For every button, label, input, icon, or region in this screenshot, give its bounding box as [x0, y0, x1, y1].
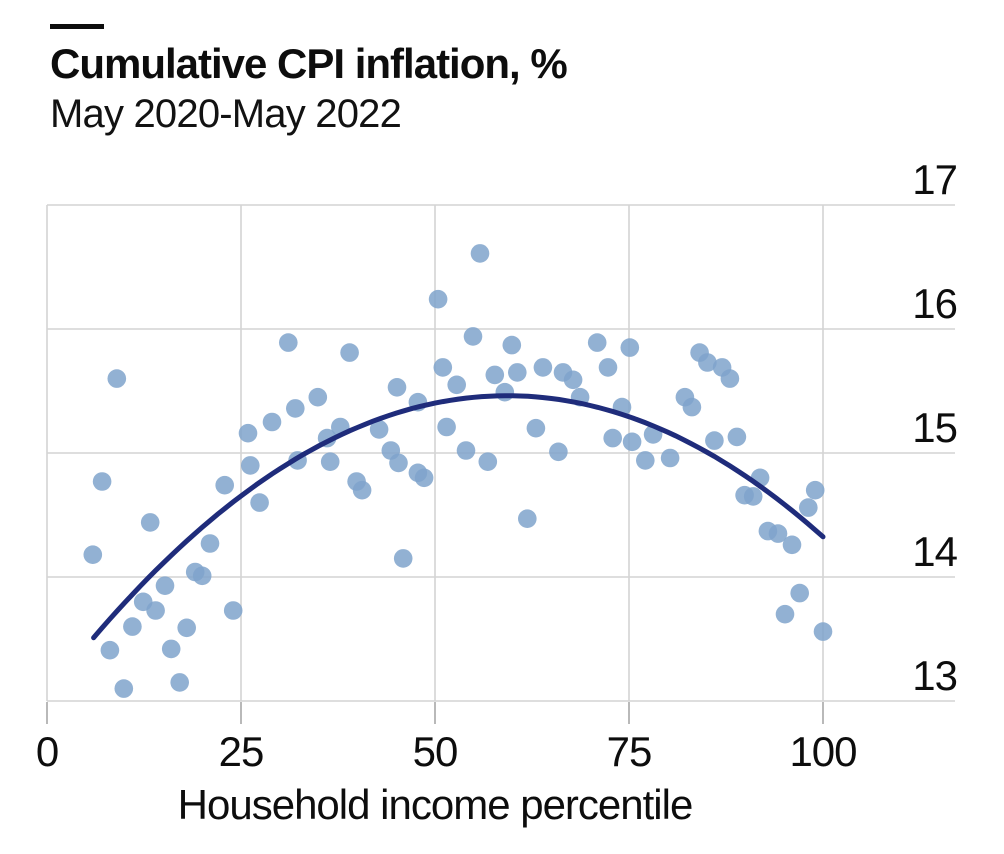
scatter-point — [352, 480, 372, 500]
scatter-point — [389, 453, 408, 473]
scatter-point — [636, 451, 655, 470]
scatter-point — [107, 369, 127, 388]
x-tick-label: 25 — [219, 728, 264, 775]
scatter-point — [768, 524, 788, 543]
scatter-point — [83, 545, 103, 564]
y-tick-label: 15 — [912, 404, 957, 451]
scatter-point — [478, 452, 498, 472]
scatter-point — [598, 358, 618, 377]
scatter-point — [805, 480, 825, 500]
x-tick-label: 50 — [413, 728, 458, 775]
trend-curve — [91, 393, 826, 641]
scatter-point — [775, 604, 795, 624]
scatter-point — [223, 601, 243, 620]
scatter-point — [463, 327, 483, 346]
scatter-point — [92, 472, 112, 491]
scatter-point — [238, 423, 258, 443]
scatter-point — [161, 639, 181, 659]
scatter-point — [705, 431, 724, 450]
scatter-point — [799, 498, 818, 517]
scatter-point — [660, 448, 680, 468]
x-tick-label: 75 — [607, 728, 652, 775]
scatter-point — [215, 475, 234, 495]
scatter-point — [433, 358, 453, 377]
scatter-point — [790, 583, 809, 603]
scatter-point — [100, 640, 120, 660]
scatter-point — [340, 343, 359, 362]
scatter-point — [393, 549, 413, 568]
scatter-point — [114, 679, 134, 698]
scatter-point — [387, 378, 407, 397]
scatter-point — [146, 601, 165, 620]
scatter-point — [177, 618, 196, 638]
scatter-point — [286, 399, 305, 418]
brand-bar — [50, 24, 104, 29]
scatter-point — [155, 576, 175, 595]
scatter-point — [743, 487, 763, 506]
scatter-point — [587, 333, 607, 352]
scatter-point — [414, 468, 434, 488]
y-tick-label: 17 — [912, 156, 957, 203]
scatter-point — [470, 244, 490, 263]
scatter-point — [123, 617, 142, 636]
scatter-point — [140, 513, 160, 532]
scatter-point — [620, 338, 640, 357]
scatter-point — [250, 493, 269, 512]
scatter-point — [308, 387, 328, 407]
scatter-point — [603, 428, 622, 448]
chart-subtitle: May 2020-May 2022 — [50, 92, 402, 136]
scatter-point — [456, 441, 476, 460]
scatter-point — [495, 382, 515, 402]
scatter-point — [200, 534, 220, 553]
scatter-point — [502, 335, 522, 355]
scatter-point — [533, 358, 553, 377]
scatter-point — [782, 535, 802, 555]
x-tick-label: 100 — [789, 728, 856, 775]
scatter-point — [241, 456, 260, 475]
scatter-point — [549, 442, 568, 462]
y-tick-label: 16 — [912, 280, 957, 327]
scatter-point — [727, 427, 747, 447]
scatter-point — [192, 566, 212, 586]
scatter-point — [518, 509, 537, 528]
scatter-point — [485, 365, 505, 385]
scatter-point — [563, 370, 583, 390]
scatter-point — [320, 452, 340, 472]
scatter-point — [526, 418, 546, 438]
scatter-point — [170, 673, 189, 692]
scatter-point — [437, 417, 456, 437]
x-axis-label: Household income percentile — [178, 781, 693, 828]
scatter-point — [262, 412, 282, 432]
y-tick-label: 14 — [912, 528, 957, 575]
scatter-point — [622, 432, 642, 452]
chart-title: Cumulative CPI inflation, % — [50, 40, 568, 87]
scatter-point — [508, 363, 527, 382]
scatter-point — [682, 397, 702, 417]
x-tick-label: 0 — [36, 728, 58, 775]
scatter-point — [813, 622, 833, 641]
y-tick-label: 13 — [912, 652, 957, 699]
scatter-point — [698, 353, 717, 372]
scatter-point — [369, 420, 389, 439]
scatter-point — [428, 289, 448, 309]
scatter-point — [720, 369, 740, 388]
scatter-point — [279, 333, 298, 352]
scatter-point — [447, 375, 467, 395]
